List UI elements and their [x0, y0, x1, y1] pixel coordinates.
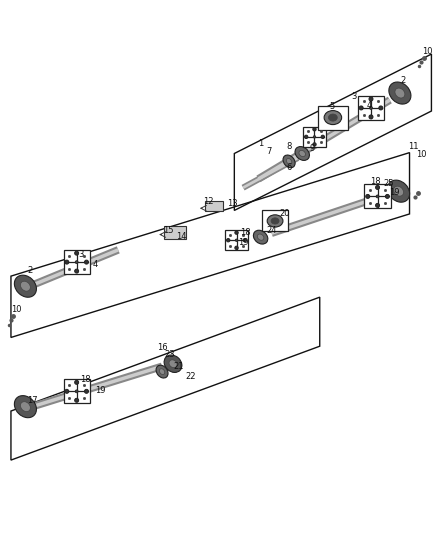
FancyBboxPatch shape: [226, 230, 247, 251]
Ellipse shape: [379, 106, 383, 110]
Ellipse shape: [271, 218, 279, 224]
Ellipse shape: [65, 260, 69, 264]
Ellipse shape: [369, 97, 373, 101]
Text: 18: 18: [371, 176, 381, 185]
Ellipse shape: [156, 365, 168, 378]
Ellipse shape: [369, 115, 373, 119]
Text: 10: 10: [11, 305, 22, 314]
Ellipse shape: [75, 261, 78, 263]
Ellipse shape: [14, 275, 36, 297]
FancyBboxPatch shape: [364, 184, 391, 208]
Text: 25: 25: [384, 179, 394, 188]
FancyBboxPatch shape: [64, 250, 90, 274]
Ellipse shape: [388, 180, 410, 202]
Ellipse shape: [258, 234, 264, 240]
Text: 12: 12: [203, 197, 214, 206]
Text: 14: 14: [177, 232, 187, 241]
Text: 1: 1: [258, 139, 263, 148]
Ellipse shape: [21, 281, 30, 291]
Text: 18: 18: [80, 375, 91, 384]
FancyBboxPatch shape: [205, 201, 223, 211]
Text: 19: 19: [95, 385, 105, 394]
FancyBboxPatch shape: [164, 226, 186, 239]
Text: 19: 19: [389, 189, 399, 197]
Ellipse shape: [286, 158, 292, 164]
Ellipse shape: [375, 185, 380, 189]
Text: 24: 24: [266, 226, 277, 235]
Ellipse shape: [370, 107, 372, 109]
Text: 23: 23: [165, 351, 175, 359]
Ellipse shape: [243, 239, 247, 242]
Text: 19: 19: [238, 238, 248, 247]
Text: 22: 22: [185, 373, 196, 382]
Ellipse shape: [21, 402, 30, 411]
Ellipse shape: [366, 195, 370, 198]
Ellipse shape: [14, 395, 36, 418]
Ellipse shape: [74, 381, 79, 384]
Text: 3: 3: [78, 250, 84, 259]
Text: 2: 2: [401, 76, 406, 85]
FancyBboxPatch shape: [358, 96, 384, 120]
Ellipse shape: [375, 204, 380, 207]
Ellipse shape: [254, 230, 268, 244]
Ellipse shape: [75, 390, 78, 393]
Ellipse shape: [299, 150, 305, 157]
Text: 4: 4: [93, 260, 98, 269]
Text: 6: 6: [286, 164, 292, 173]
Ellipse shape: [395, 88, 405, 98]
Ellipse shape: [74, 269, 79, 273]
FancyBboxPatch shape: [64, 379, 90, 403]
Ellipse shape: [235, 239, 238, 241]
FancyBboxPatch shape: [318, 106, 348, 130]
Text: 10: 10: [422, 46, 432, 55]
Text: 8: 8: [286, 142, 292, 151]
Ellipse shape: [74, 251, 79, 255]
Ellipse shape: [85, 389, 88, 393]
Text: 16: 16: [157, 343, 167, 352]
FancyBboxPatch shape: [304, 127, 325, 147]
Ellipse shape: [321, 135, 325, 139]
Text: 2: 2: [27, 266, 32, 276]
Ellipse shape: [235, 246, 238, 249]
Text: 18: 18: [240, 228, 251, 237]
Text: 11: 11: [408, 142, 418, 151]
Text: 5: 5: [329, 102, 335, 111]
Ellipse shape: [385, 195, 389, 198]
Ellipse shape: [389, 82, 411, 104]
Ellipse shape: [295, 147, 309, 160]
Ellipse shape: [65, 389, 69, 393]
Ellipse shape: [226, 239, 230, 242]
Ellipse shape: [313, 127, 316, 131]
Text: 3: 3: [351, 92, 357, 101]
Text: 9: 9: [309, 144, 314, 153]
Ellipse shape: [235, 231, 238, 235]
Text: 10: 10: [416, 150, 427, 159]
Text: 20: 20: [279, 208, 290, 217]
Ellipse shape: [359, 106, 363, 110]
Ellipse shape: [324, 110, 342, 125]
Ellipse shape: [169, 360, 177, 368]
Ellipse shape: [328, 114, 337, 121]
FancyBboxPatch shape: [262, 211, 288, 231]
Ellipse shape: [74, 398, 79, 402]
Text: 7: 7: [267, 147, 272, 156]
Text: 15: 15: [163, 226, 174, 235]
Ellipse shape: [313, 143, 316, 146]
Ellipse shape: [313, 135, 316, 138]
Text: 4: 4: [366, 101, 371, 110]
Ellipse shape: [304, 135, 308, 139]
Ellipse shape: [159, 369, 165, 375]
Ellipse shape: [164, 355, 182, 373]
Ellipse shape: [283, 155, 295, 168]
Text: 13: 13: [227, 199, 237, 208]
Ellipse shape: [376, 195, 379, 198]
Ellipse shape: [85, 260, 88, 264]
Text: 21: 21: [173, 362, 184, 371]
Ellipse shape: [394, 186, 403, 196]
Ellipse shape: [267, 215, 283, 227]
Text: 17: 17: [28, 395, 38, 405]
